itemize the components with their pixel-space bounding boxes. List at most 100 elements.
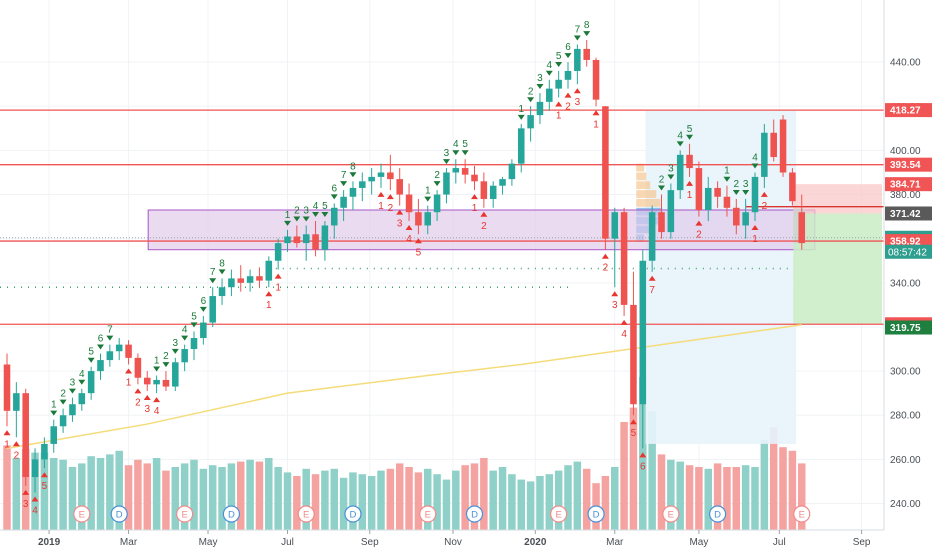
candle-body[interactable] [630, 304, 637, 405]
position-stop-area[interactable] [793, 184, 882, 214]
candle-body[interactable] [153, 379, 160, 385]
earnings-marker-icon[interactable] [419, 505, 437, 523]
candle-body[interactable] [237, 278, 245, 283]
candle-body[interactable] [302, 234, 310, 244]
candle-body[interactable] [134, 357, 142, 378]
candle-body[interactable] [648, 212, 656, 261]
candle-body[interactable] [658, 212, 665, 233]
candle-body[interactable] [471, 174, 478, 182]
earnings-marker-icon[interactable] [297, 505, 315, 523]
candle-body[interactable] [200, 322, 207, 338]
candle-body[interactable] [274, 243, 282, 261]
candle-body[interactable] [555, 79, 562, 89]
candle-body[interactable] [433, 194, 441, 213]
candle-body[interactable] [396, 179, 403, 195]
candle-body[interactable] [574, 48, 581, 71]
candle-body[interactable] [78, 393, 86, 405]
candle-body[interactable] [779, 119, 787, 173]
candle-body[interactable] [499, 179, 506, 186]
candle-body[interactable] [695, 168, 703, 210]
candle-body[interactable] [330, 207, 338, 226]
candle-body[interactable] [489, 185, 497, 199]
candle-body[interactable] [228, 278, 235, 288]
earnings-marker-icon[interactable] [793, 505, 811, 523]
candle-body[interactable] [770, 132, 777, 158]
position-target-area[interactable] [793, 213, 882, 325]
candle-body[interactable] [368, 176, 375, 182]
candle-body[interactable] [209, 296, 216, 323]
candle-body[interactable] [461, 168, 469, 175]
candle-body[interactable] [733, 207, 740, 226]
candle-body[interactable] [620, 212, 628, 305]
candle-body[interactable] [424, 212, 432, 226]
candle-body[interactable] [405, 194, 413, 213]
candle-body[interactable] [798, 212, 806, 244]
candle-body[interactable] [22, 393, 29, 478]
candle-body[interactable] [592, 59, 600, 100]
candle-body[interactable] [106, 351, 114, 361]
candle-body[interactable] [546, 88, 553, 102]
candle-body[interactable] [3, 364, 11, 411]
candle-body[interactable] [676, 154, 684, 191]
dividend-marker-icon[interactable] [222, 505, 240, 523]
candle-body[interactable] [162, 379, 170, 387]
candle-body[interactable] [115, 344, 123, 352]
dividend-marker-icon[interactable] [708, 505, 727, 523]
candle-body[interactable] [293, 236, 301, 244]
candle-body[interactable] [536, 101, 544, 116]
candle-body[interactable] [602, 106, 609, 239]
candle-body[interactable] [639, 260, 647, 405]
candle-body[interactable] [387, 172, 394, 180]
candle-body[interactable] [321, 225, 329, 250]
candle-body[interactable] [723, 196, 731, 208]
dividend-marker-icon[interactable] [344, 505, 362, 523]
candle-body[interactable] [704, 187, 712, 210]
candle-body[interactable] [69, 404, 76, 416]
candle-body[interactable] [41, 443, 48, 460]
candle-body[interactable] [340, 196, 347, 208]
candle-body[interactable] [742, 212, 749, 226]
candle-body[interactable] [527, 115, 534, 129]
candle-body[interactable] [97, 360, 104, 372]
candle-body[interactable] [686, 154, 693, 169]
candle-body[interactable] [218, 287, 226, 297]
candle-body[interactable] [246, 276, 254, 283]
candle-body[interactable] [761, 132, 768, 177]
candle-body[interactable] [312, 234, 319, 250]
candle-body[interactable] [377, 172, 385, 177]
candle-body[interactable] [359, 181, 366, 188]
earnings-marker-icon[interactable] [662, 505, 680, 523]
candle-body[interactable] [143, 377, 151, 385]
candle-body[interactable] [256, 276, 263, 281]
candle-body[interactable] [284, 236, 291, 244]
candle-body[interactable] [13, 393, 20, 411]
candle-body[interactable] [190, 338, 198, 350]
candle-body[interactable] [172, 362, 179, 387]
earnings-marker-icon[interactable] [550, 505, 568, 523]
candle-body[interactable] [59, 415, 67, 427]
candle-body[interactable] [452, 168, 460, 173]
candle-body[interactable] [480, 181, 488, 199]
candle-body[interactable] [714, 187, 721, 197]
candle-body[interactable] [583, 48, 590, 60]
candle-body[interactable] [508, 163, 516, 180]
dividend-marker-icon[interactable] [587, 505, 605, 523]
candle-body[interactable] [564, 70, 572, 80]
candle-body[interactable] [181, 349, 188, 363]
candle-body[interactable] [50, 426, 58, 444]
candle-body[interactable] [667, 190, 675, 233]
candle-body[interactable] [349, 187, 357, 197]
earnings-marker-icon[interactable] [176, 505, 194, 523]
candle-body[interactable] [517, 128, 525, 164]
earnings-marker-icon[interactable] [73, 505, 91, 523]
candle-body[interactable] [31, 459, 39, 478]
dividend-marker-icon[interactable] [465, 505, 484, 523]
candle-body[interactable] [265, 260, 273, 281]
candle-body[interactable] [125, 344, 132, 358]
candle-body[interactable] [789, 172, 796, 202]
candle-body[interactable] [611, 212, 619, 239]
candle-body[interactable] [87, 371, 95, 394]
candle-body[interactable] [443, 172, 450, 195]
